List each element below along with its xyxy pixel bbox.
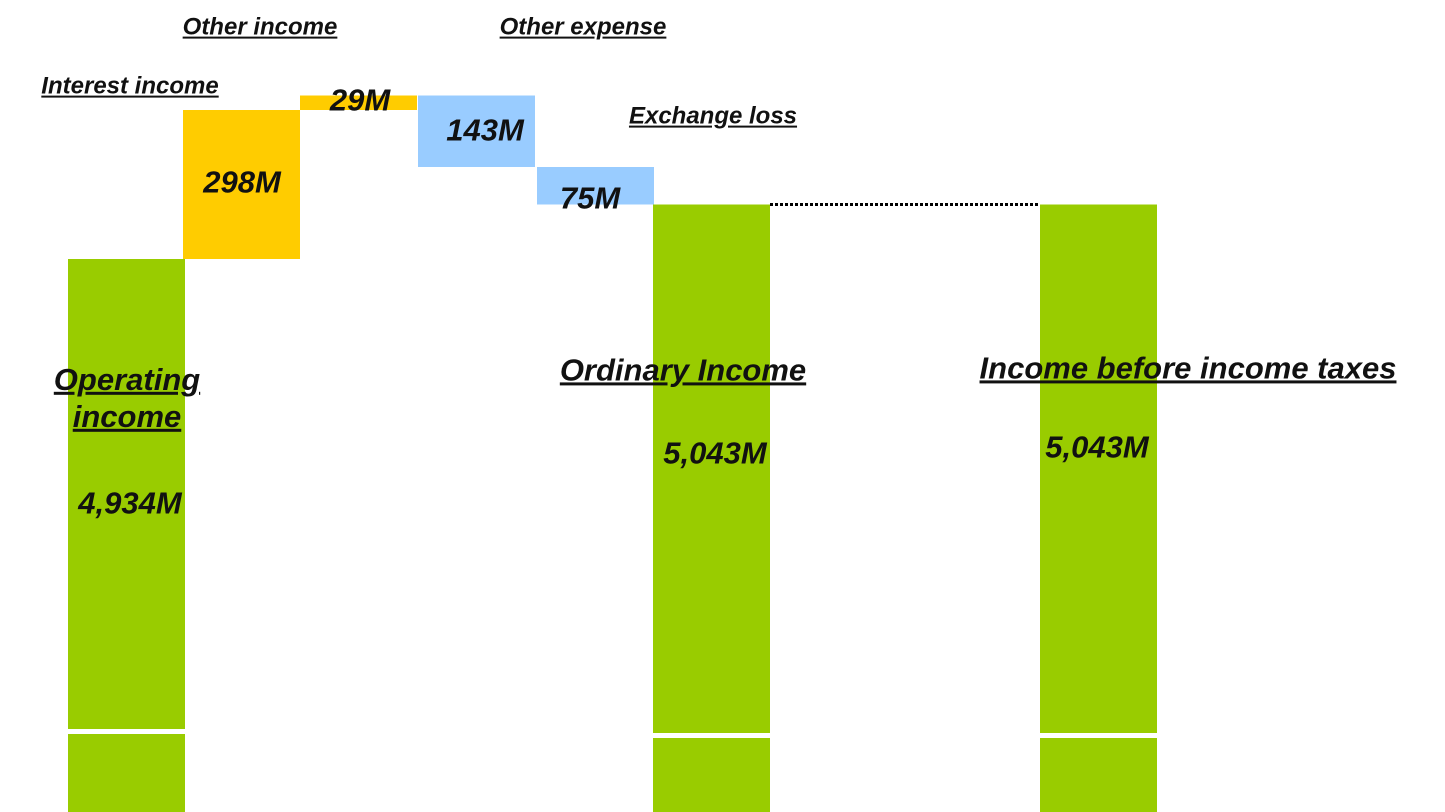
bar xyxy=(183,110,300,259)
value-label: 75M xyxy=(559,180,621,216)
value-label: 5,043M xyxy=(1045,429,1149,465)
value-label: 298M xyxy=(203,164,281,200)
category-label: Interest income xyxy=(41,72,219,100)
value-label: 4,934M xyxy=(78,485,182,521)
category-label: Exchange loss xyxy=(628,102,798,130)
bar xyxy=(300,95,417,110)
axis-break xyxy=(652,733,771,738)
category-label: Income before income taxes xyxy=(979,350,1397,386)
category-label: Other income xyxy=(182,13,338,41)
bar xyxy=(68,259,185,812)
bar xyxy=(653,204,770,812)
axis-break xyxy=(1039,733,1158,738)
category-label: Operating income xyxy=(53,361,201,434)
category-label: Ordinary Income xyxy=(559,352,807,388)
value-label: 5,043M xyxy=(663,435,767,471)
bar xyxy=(537,167,654,205)
bar xyxy=(418,95,535,167)
value-label: 29M xyxy=(329,82,391,118)
axis-break xyxy=(67,729,186,734)
bar xyxy=(1040,204,1157,812)
category-label: Other expense xyxy=(499,13,667,41)
value-label: 143M xyxy=(446,112,524,148)
